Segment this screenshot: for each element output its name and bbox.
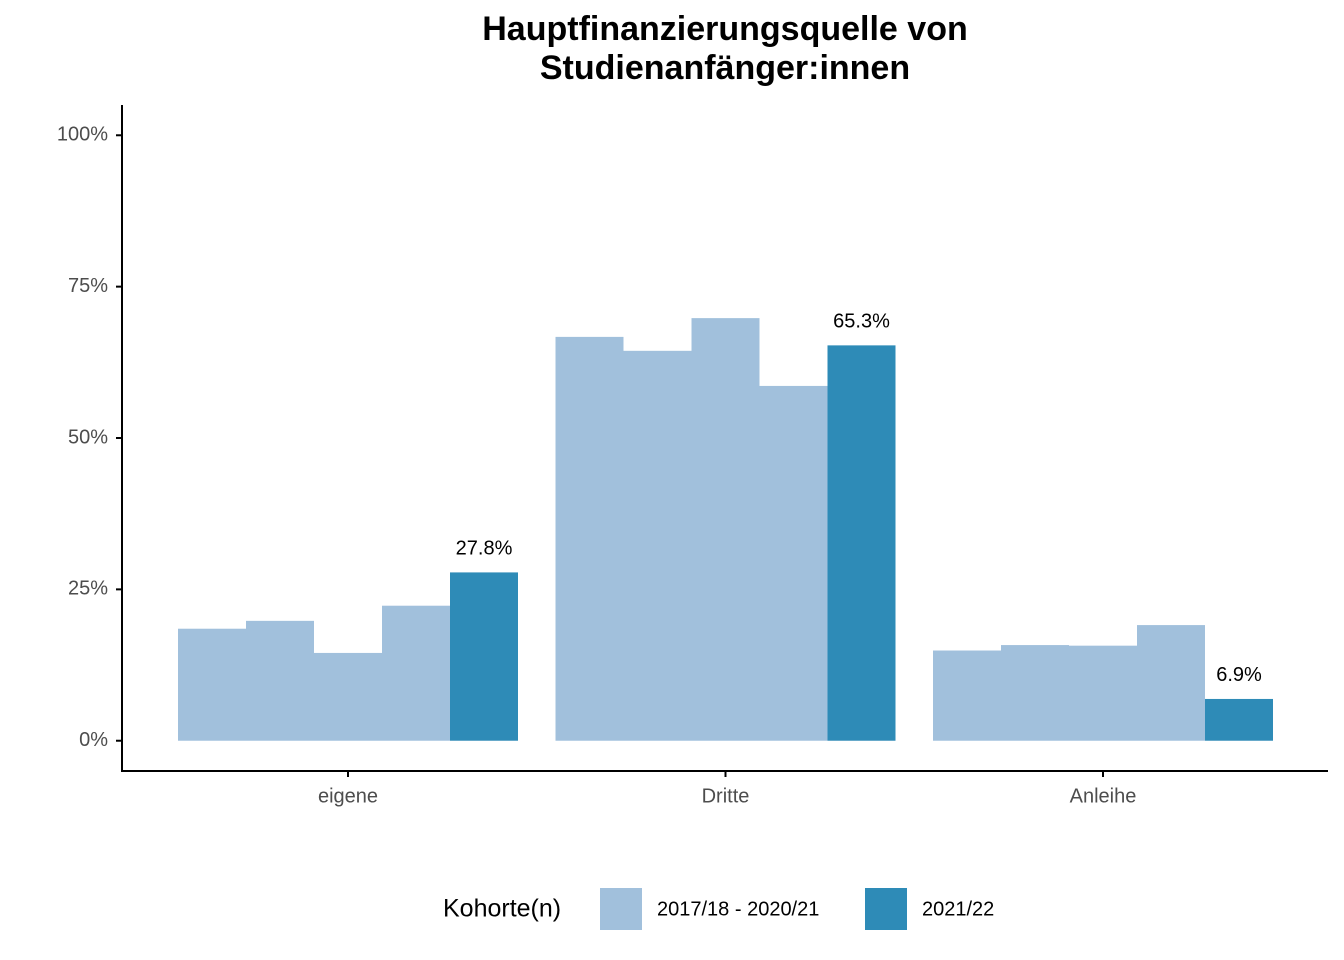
y-tick-label: 75% (68, 275, 108, 297)
legend-label: 2017/18 - 2020/21 (657, 898, 819, 920)
legend-label: 2021/22 (922, 898, 994, 920)
value-label: 27.8% (456, 538, 513, 560)
legend-key (600, 888, 642, 930)
y-tick-label: 0% (79, 729, 108, 751)
bar (450, 572, 518, 741)
y-tick-label: 100% (57, 124, 108, 146)
bar (691, 318, 760, 741)
bar (314, 652, 382, 741)
bar (382, 605, 450, 741)
y-tick-label: 50% (68, 426, 108, 448)
bar (1205, 698, 1273, 741)
x-tick-label: eigene (318, 785, 378, 807)
bar (759, 385, 828, 741)
bar (1137, 625, 1205, 741)
bar (1069, 645, 1137, 741)
x-tick-label: Dritte (702, 785, 750, 807)
value-label: 6.9% (1216, 664, 1262, 686)
bar (827, 345, 896, 741)
bar (1001, 645, 1069, 741)
legend-key (865, 888, 907, 930)
value-label: 65.3% (833, 311, 890, 333)
bar (555, 336, 624, 741)
bar (933, 650, 1001, 741)
bar (178, 628, 246, 741)
y-tick-label: 25% (68, 578, 108, 600)
bar (246, 620, 314, 741)
chart-title: Hauptfinanzierungsquelle von (482, 10, 967, 48)
bar (623, 350, 692, 741)
x-tick-label: Anleihe (1070, 785, 1137, 807)
legend-title: Kohorte(n) (443, 895, 561, 923)
chart-title: Studienanfänger:innen (540, 49, 910, 87)
